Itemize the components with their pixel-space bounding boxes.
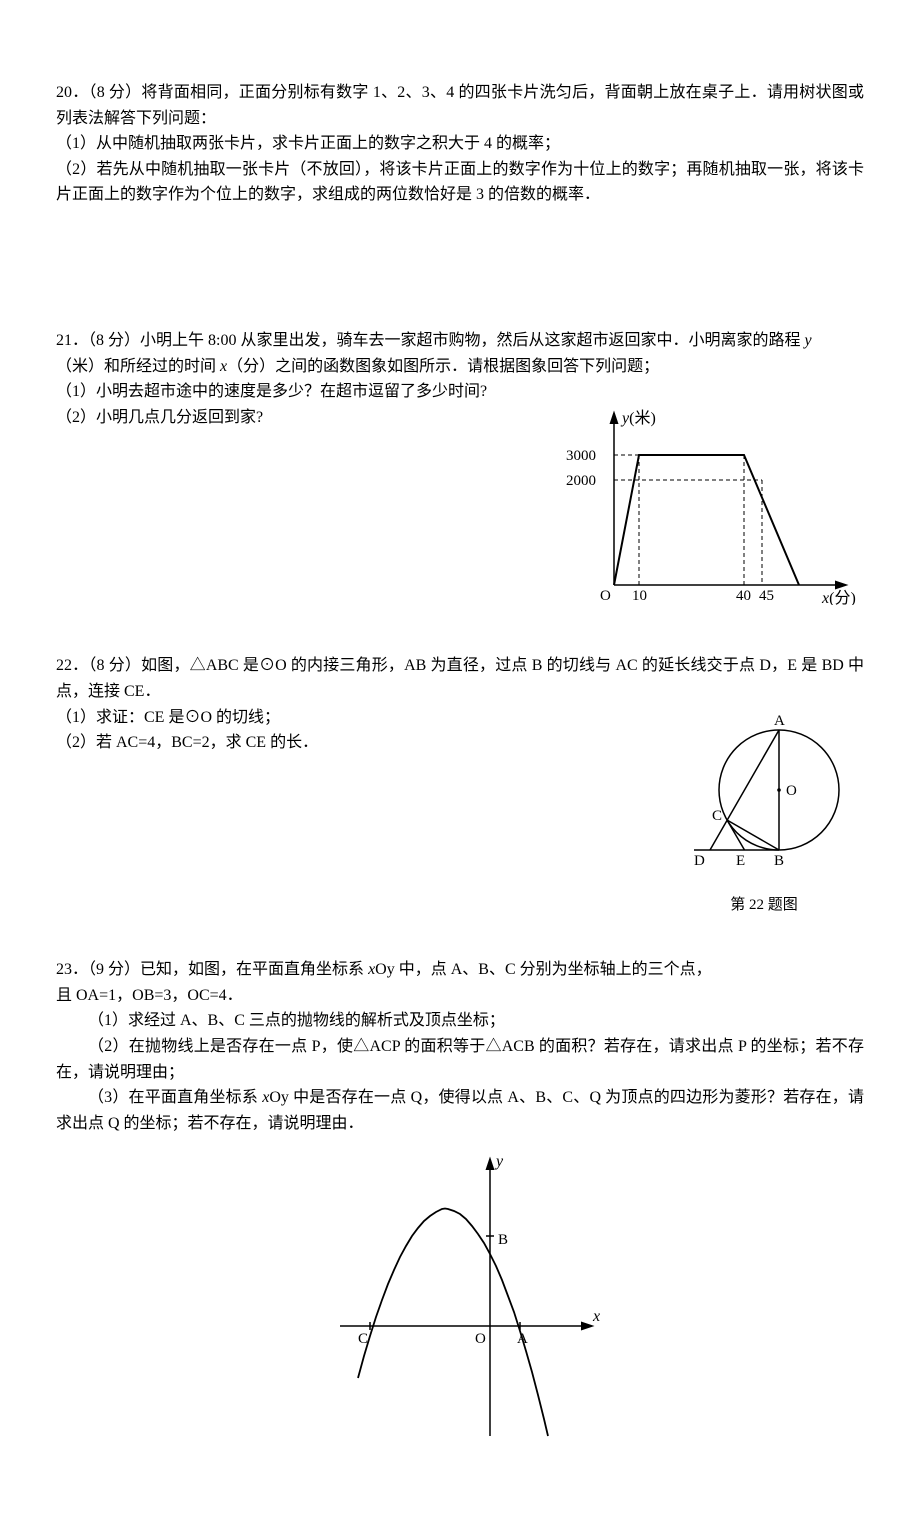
p23-sub1: （1）求经过 A、B、C 三点的抛物线的解析式及顶点坐标；: [56, 1008, 864, 1034]
p22-D: D: [694, 853, 705, 869]
problem-22-text: 22．（8 分）如图，△ABC 是⊙O 的内接三角形，AB 为直径，过点 B 的…: [56, 653, 864, 704]
p23-x: x: [592, 1308, 600, 1325]
problem-23-text: 23．（9 分）已知，如图，在平面直角坐标系 xOy 中，点 A、B、C 分别为…: [56, 957, 864, 983]
p22-caption: 第 22 题图: [664, 893, 864, 917]
p22-B: B: [774, 853, 784, 869]
p21-var-y: y: [805, 332, 812, 349]
p21-yt-2000: 2000: [566, 473, 596, 489]
p23-sub3: （3）在平面直角坐标系 xOy 中是否存在一点 Q，使得以点 A、B、C、Q 为…: [56, 1085, 864, 1136]
problem-21-text: 21．（8 分）小明上午 8:00 从家里出发，骑车去一家超市购物，然后从这家超…: [56, 328, 864, 354]
p22-figure: A O C D E B 第 22 题图: [664, 705, 864, 918]
problem-22: 22．（8 分）如图，△ABC 是⊙O 的内接三角形，AB 为直径，过点 B 的…: [56, 653, 864, 917]
p21-origin: O: [600, 588, 611, 604]
p21-yt-3000: 3000: [566, 448, 596, 464]
p21-xt-40: 40: [736, 588, 751, 604]
p20-body: 将背面相同，正面分别标有数字 1、2、3、4 的四张卡片洗匀后，背面朝上放在桌子…: [56, 84, 864, 127]
p23-points: 9 分: [96, 961, 124, 978]
p22-A: A: [774, 713, 785, 729]
p23-O: O: [475, 1331, 486, 1347]
p23-y: y: [494, 1153, 504, 1170]
p23-figure: y x O A C B: [56, 1146, 864, 1455]
p22-E: E: [736, 853, 745, 869]
p21-line2: （米）和所经过的时间 x（分）之间的函数图象如图所示．请根据图象回答下列问题；: [56, 354, 864, 380]
p22-number: 22: [56, 657, 72, 674]
p22-sub1: （1）求证：CE 是⊙O 的切线；: [56, 705, 664, 731]
p23-B: B: [498, 1232, 508, 1248]
p21-xlabel: x(分): [821, 589, 856, 605]
p22-C: C: [712, 808, 722, 824]
p22-body: 如图，△ABC 是⊙O 的内接三角形，AB 为直径，过点 B 的切线与 AC 的…: [56, 657, 864, 700]
p23-A: A: [517, 1331, 528, 1347]
p22-row: 22．（8 分）如图，△ABC 是⊙O 的内接三角形，AB 为直径，过点 B 的…: [56, 653, 864, 917]
p23-body-a: 已知，如图，在平面直角坐标系: [140, 961, 368, 978]
p22-O: O: [786, 783, 797, 799]
p20-number: 20: [56, 84, 72, 101]
p21-chart-svg: y(米) x(分) O 3000 2000 10 40 45: [544, 405, 864, 605]
p22-sub2: （2）若 AC=4，BC=2，求 CE 的长．: [56, 730, 664, 756]
p20-sub2: （2）若先从中随机抽取一张卡片（不放回），将该卡片正面上的数字作为十位上的数字；…: [56, 157, 864, 208]
p23-C: C: [358, 1331, 368, 1347]
p21-sub1: （1）小明去超市途中的速度是多少？在超市逗留了多少时间?: [56, 379, 864, 405]
p21-sub2: （2）小明几点几分返回到家?: [56, 405, 544, 431]
p23-number: 23: [56, 961, 72, 978]
p21-row: （2）小明几点几分返回到家? y(米) x(分): [56, 405, 864, 614]
p21-xt-45: 45: [759, 588, 774, 604]
p21-body-c: （分）之间的函数图象如图所示．请根据图象回答下列问题；: [227, 358, 659, 375]
p21-points: 8 分: [96, 332, 124, 349]
p21-number: 21: [56, 332, 72, 349]
p23-svg: y x O A C B: [310, 1146, 610, 1446]
p23-body-b: 且 OA=1，OB=3，OC=4．: [56, 983, 864, 1009]
problem-20: 20．（8 分）将背面相同，正面分别标有数字 1、2、3、4 的四张卡片洗匀后，…: [56, 80, 864, 208]
p22-svg: A O C D E B: [674, 705, 854, 885]
p23-sub3-a: （3）在平面直角坐标系: [88, 1089, 262, 1106]
p21-body-a: 小明上午 8:00 从家里出发，骑车去一家超市购物，然后从这家超市返回家中．小明…: [140, 332, 804, 349]
problem-21: 21．（8 分）小明上午 8:00 从家里出发，骑车去一家超市购物，然后从这家超…: [56, 328, 864, 613]
p22-points: 8 分: [97, 657, 125, 674]
p21-ylabel: y(米): [620, 409, 656, 427]
p20-sub1: （1）从中随机抽取两张卡片，求卡片正面上的数字之积大于 4 的概率；: [56, 131, 864, 157]
p20-points: 8 分: [97, 84, 125, 101]
problem-20-text: 20．（8 分）将背面相同，正面分别标有数字 1、2、3、4 的四张卡片洗匀后，…: [56, 80, 864, 131]
p23-oy: Oy 中，点 A、B、C 分别为坐标轴上的三个点，: [375, 961, 711, 978]
problem-23: 23．（9 分）已知，如图，在平面直角坐标系 xOy 中，点 A、B、C 分别为…: [56, 957, 864, 1455]
p21-xt-10: 10: [632, 588, 647, 604]
p23-sub2: （2）在抛物线上是否存在一点 P，使△ACP 的面积等于△ACB 的面积？若存在…: [56, 1034, 864, 1085]
p21-body-b: （米）和所经过的时间: [56, 358, 220, 375]
p21-figure: y(米) x(分) O 3000 2000 10 40 45: [544, 405, 864, 614]
